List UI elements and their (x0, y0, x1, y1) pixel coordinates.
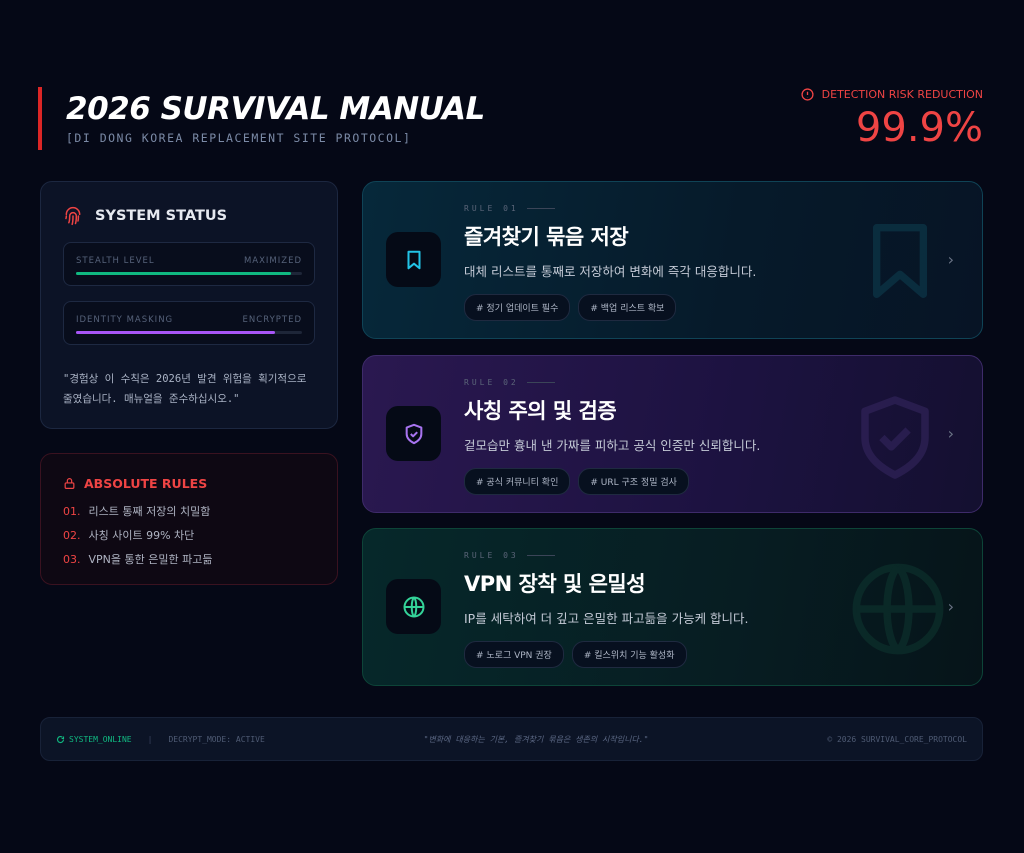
rule-item: 01. 리스트 통째 저장의 치밀함 (63, 505, 211, 518)
card-title: VPN 장착 및 은밀성 (464, 572, 646, 596)
rule-card-01[interactable]: RULE 01 즐겨찾기 묶음 저장 대체 리스트를 통째로 저장하여 변화에 … (362, 181, 983, 339)
page-subtitle: [DI DONG KOREA REPLACEMENT SITE PROTOCOL… (66, 131, 412, 145)
decrypt-mode: DECRYPT_MODE: ACTIVE (168, 734, 265, 744)
identity-masking-bar: IDENTITY MASKING ENCRYPTED (63, 301, 315, 345)
refresh-icon (56, 735, 65, 743)
risk-stat: DETECTION RISK REDUCTION 99.9% (801, 88, 983, 153)
bar-label: STEALTH LEVEL (76, 256, 155, 266)
footer-quote: "변화에 대응하는 기본, 즐겨찾기 묶음은 생존의 시작입니다." (423, 734, 649, 744)
system-status-panel: SYSTEM STATUS STEALTH LEVEL MAXIMIZED IDE… (40, 181, 338, 429)
risk-label: DETECTION RISK REDUCTION (821, 88, 983, 101)
globe-watermark-icon (852, 563, 944, 655)
bookmark-icon (406, 250, 421, 269)
chevron-right-icon: › (947, 424, 954, 443)
rule-number: RULE 03 (464, 551, 519, 560)
rule-card-03[interactable]: RULE 03 VPN 장착 및 은밀성 IP를 세탁하여 더 깊고 은밀한 파… (362, 528, 983, 686)
risk-value: 99.9% (855, 105, 983, 151)
alert-circle-icon (801, 88, 814, 101)
rule-number: RULE 01 (464, 204, 519, 213)
lock-icon (64, 478, 75, 489)
tag: # 정기 업데이트 필수 (464, 294, 571, 321)
card-title: 사칭 주의 및 검증 (464, 399, 617, 423)
bar-value: MAXIMIZED (243, 256, 302, 266)
bar-value: ENCRYPTED (242, 315, 302, 325)
copyright: © 2026 SURVIVAL_CORE_PROTOCOL (827, 734, 967, 744)
tag: # 공식 커뮤니티 확인 (464, 468, 571, 495)
fingerprint-icon (65, 206, 81, 226)
card-description: IP를 세탁하여 더 깊고 은밀한 파고듦을 가능케 합니다. (464, 611, 749, 626)
page-title: 2026 SURVIVAL MANUAL (66, 91, 485, 127)
tag: # 킬스위치 기능 활성화 (571, 641, 687, 668)
status-quote: "경험상 이 수칙은 2026년 발견 위험을 획기적으로 줄였습니다. 매뉴얼… (63, 373, 307, 405)
rule-item: 02. 사칭 사이트 99% 차단 (63, 529, 195, 542)
shield-check-icon (405, 423, 422, 444)
tag: # 노로그 VPN 권장 (464, 641, 564, 668)
stealth-level-bar: STEALTH LEVEL MAXIMIZED (63, 242, 315, 286)
card-description: 대체 리스트를 통째로 저장하여 변화에 즉각 대응합니다. (464, 264, 757, 279)
tag: # URL 구조 정밀 검사 (578, 468, 689, 495)
header: 2026 SURVIVAL MANUAL [DI DONG KOREA REPL… (38, 87, 485, 150)
shield-watermark-icon (861, 396, 929, 479)
panel-title: SYSTEM STATUS (95, 208, 228, 224)
rule-item: 03. VPN을 통한 은밀한 파고듦 (63, 553, 213, 566)
panel-title: ABSOLUTE RULES (84, 476, 208, 491)
tag: # 백업 리스트 확보 (578, 294, 677, 321)
bar-label: IDENTITY MASKING (76, 315, 174, 325)
card-title: 즐겨찾기 묶음 저장 (464, 225, 629, 249)
card-description: 겉모습만 흉내 낸 가짜를 피하고 공식 인증만 신뢰합니다. (464, 438, 761, 453)
footer: SYSTEM_ONLINE | DECRYPT_MODE: ACTIVE "변화… (40, 717, 983, 761)
progress-fill (76, 331, 275, 334)
globe-icon (403, 596, 424, 617)
rule-card-02[interactable]: RULE 02 사칭 주의 및 검증 겉모습만 흉내 낸 가짜를 피하고 공식 … (362, 355, 983, 513)
chevron-right-icon: › (947, 250, 954, 269)
absolute-rules-panel: ABSOLUTE RULES 01. 리스트 통째 저장의 치밀함 02. 사칭 사… (40, 453, 338, 585)
divider: | (147, 734, 153, 744)
rule-number: RULE 02 (464, 378, 519, 387)
chevron-right-icon: › (947, 597, 954, 616)
progress-fill (76, 272, 291, 275)
bookmark-watermark-icon (873, 224, 927, 299)
system-online-status: SYSTEM_ONLINE (69, 734, 132, 744)
